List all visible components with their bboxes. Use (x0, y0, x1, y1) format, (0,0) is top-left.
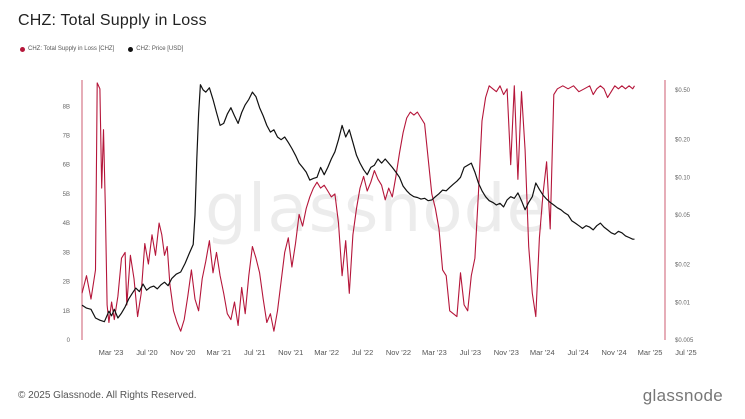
footer-copyright: © 2025 Glassnode. All Rights Reserved. (18, 390, 197, 401)
y-right-tick-label: $0.10 (675, 175, 691, 181)
y-left-tick-label: 6B (63, 163, 70, 169)
x-tick-label: Nov '21 (278, 348, 303, 357)
y-left-tick-label: 2B (63, 280, 70, 286)
footer-brand-logo[interactable]: glassnode (642, 386, 723, 405)
series-line-supply-in-loss[interactable] (81, 82, 635, 332)
y-right-tick-label: $0.01 (675, 300, 691, 306)
x-tick-label: Jul '22 (352, 348, 373, 357)
y-left-tick-label: 7B (63, 134, 70, 140)
legend-label-price: CHZ: Price [USD] (136, 46, 184, 52)
x-tick-label: Nov '22 (386, 348, 411, 357)
x-tick-label: Nov '20 (170, 348, 195, 357)
y-left-tick-label: 1B (63, 309, 70, 315)
y-right-tick-label: $0.20 (675, 138, 691, 144)
x-tick-label: Jul '21 (244, 348, 265, 357)
y-left-tick-label: 3B (63, 250, 70, 256)
y-right-tick-label: $0.02 (675, 263, 691, 269)
x-tick-label: Nov '23 (494, 348, 519, 357)
y-left-tick-label: 4B (63, 221, 70, 227)
legend-item-supply-in-loss[interactable]: CHZ: Total Supply in Loss [CHZ] (20, 46, 114, 52)
x-tick-label: Mar '21 (206, 348, 231, 357)
x-tick-label: Jul '20 (136, 348, 157, 357)
x-tick-label: Mar '25 (638, 348, 663, 357)
legend-dot-price (128, 46, 134, 52)
series-line-price[interactable] (81, 84, 635, 323)
legend-dot-supply (20, 46, 25, 52)
x-tick-label: Mar '23 (99, 348, 124, 357)
x-tick-label: Mar '22 (314, 348, 339, 357)
legend-label-supply: CHZ: Total Supply in Loss [CHZ] (28, 46, 115, 52)
y-left-tick-label: 8B (63, 104, 70, 110)
y-left-tick-label: 0 (67, 338, 71, 344)
y-right-tick-label: $0.50 (675, 88, 691, 94)
chart-legend: CHZ: Total Supply in Loss [CHZ] CHZ: Pri… (20, 46, 183, 52)
x-tick-label: Jul '23 (460, 348, 481, 357)
y-right-tick-label: $0.005 (675, 338, 694, 344)
legend-item-price[interactable]: CHZ: Price [USD] (128, 46, 183, 52)
x-tick-label: Mar '23 (422, 348, 447, 357)
x-tick-label: Jul '24 (567, 348, 588, 357)
chart-title: CHZ: Total Supply in Loss (18, 12, 207, 29)
y-left-tick-label: 5B (63, 192, 70, 198)
x-tick-label: Nov '24 (602, 348, 627, 357)
x-tick-label: Mar '24 (530, 348, 555, 357)
y-right-tick-label: $0.05 (675, 213, 691, 219)
x-tick-label: Jul '25 (675, 348, 696, 357)
